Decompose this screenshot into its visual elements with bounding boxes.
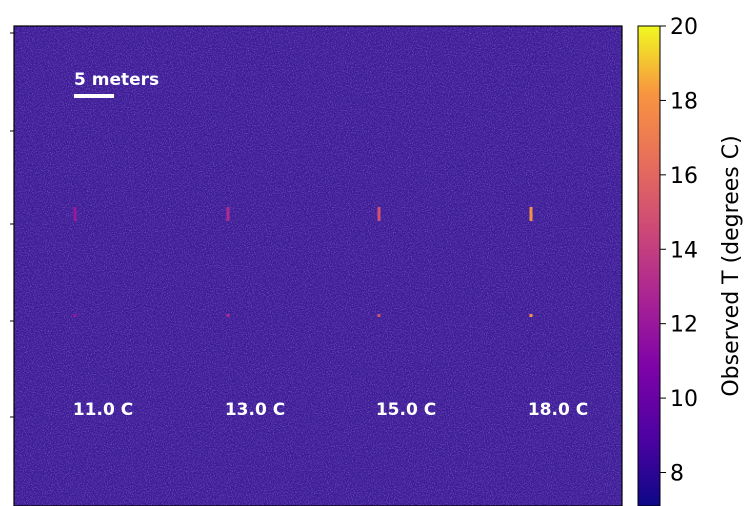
target-strip-4 (529, 207, 533, 221)
annotation-labels: 11.0 C 13.0 C 15.0 C 18.0 C (73, 400, 588, 420)
colorbar-tick-label-4: 16 (670, 164, 698, 189)
target-dot-1 (73, 314, 77, 317)
target-strip-2 (226, 207, 230, 221)
y-ticks (10, 32, 14, 418)
colorbar-tick-label-0: 8 (670, 462, 684, 487)
scale-bar-label: 5 meters (74, 70, 159, 90)
colorbar-label: Observed T (degrees C) (719, 135, 744, 396)
colorbar-tick-label-6: 20 (670, 15, 698, 40)
target-dot-2 (226, 314, 230, 317)
scale-bar: 5 meters (74, 70, 159, 98)
axes-frame (13, 25, 623, 506)
target-strip-1 (73, 207, 77, 221)
annotation-label-2: 13.0 C (225, 400, 285, 420)
colorbar-frame (637, 25, 661, 506)
heatmap-noise-dark (14, 26, 622, 506)
colorbar-ticks: 8 10 12 14 16 18 20 (660, 15, 698, 487)
colorbar-tick-label-3: 14 (670, 238, 698, 263)
annotation-label-4: 18.0 C (528, 400, 588, 420)
targets-layer (73, 207, 533, 317)
heatmap-image (10, 25, 623, 506)
colorbar-gradient (638, 26, 660, 506)
target-dot-3 (377, 314, 381, 317)
colorbar-tick-label-5: 18 (670, 89, 698, 114)
colorbar-tick-label-1: 10 (670, 387, 698, 412)
annotation-label-3: 15.0 C (376, 400, 436, 420)
annotation-label-1: 11.0 C (73, 400, 133, 420)
target-dot-4 (529, 314, 533, 317)
scale-bar-line (74, 94, 114, 98)
colorbar-tick-label-2: 12 (670, 313, 698, 338)
target-strip-3 (377, 207, 381, 221)
colorbar: 8 10 12 14 16 18 20 Observed T (degrees C) (637, 15, 744, 506)
